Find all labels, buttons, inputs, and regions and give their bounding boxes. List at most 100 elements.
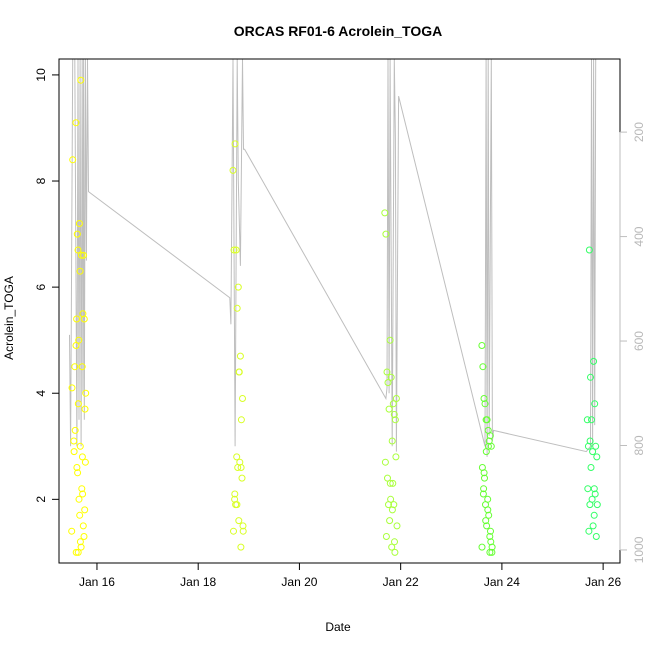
data-point <box>232 246 240 254</box>
data-point <box>229 166 237 174</box>
data-point <box>81 458 89 466</box>
data-point <box>386 479 394 487</box>
data-point <box>76 538 84 546</box>
data-point <box>389 400 397 408</box>
data-point <box>236 352 244 360</box>
data-point <box>487 442 495 450</box>
data-point <box>393 522 401 530</box>
data-point <box>81 506 89 514</box>
data-point <box>479 490 487 498</box>
data-point <box>592 442 600 450</box>
data-point <box>77 76 85 84</box>
data-point <box>72 548 80 556</box>
data-point <box>381 209 389 217</box>
data-point <box>239 527 247 535</box>
x-tick-label: Jan 26 <box>585 575 621 589</box>
data-point <box>233 304 241 312</box>
data-point <box>590 511 598 519</box>
data-point <box>587 373 594 381</box>
x-axis-title: Date <box>325 620 351 634</box>
x-tick-label: Jan 16 <box>79 575 115 589</box>
data-point <box>237 543 245 551</box>
data-point <box>586 437 594 445</box>
data-point <box>234 283 242 291</box>
data-point <box>480 469 488 477</box>
data-point <box>391 548 399 556</box>
data-point <box>589 522 597 530</box>
data-point <box>583 416 591 424</box>
data-point <box>75 495 83 503</box>
data-point <box>237 416 245 424</box>
chart-title: ORCAS RF01-6 Acrolein_TOGA <box>234 23 443 39</box>
data-point <box>237 464 245 471</box>
data-point <box>81 405 89 413</box>
data-point <box>592 533 600 540</box>
data-point <box>482 517 490 525</box>
data-point <box>591 400 599 408</box>
plot-frame <box>58 58 621 564</box>
y-axis: 2 4 6 8 10 <box>34 68 60 503</box>
data-point <box>239 522 247 530</box>
data-point <box>387 373 395 381</box>
y-tick-label: 4 <box>34 390 48 397</box>
data-point <box>484 495 492 503</box>
data-point <box>388 506 396 514</box>
data-point <box>381 458 389 466</box>
data-point <box>479 363 487 371</box>
data-point <box>386 517 394 525</box>
data-point <box>78 453 86 461</box>
data-point <box>69 156 77 164</box>
y-tick-label: 10 <box>34 68 48 82</box>
x-tick-label: Jan 18 <box>180 575 216 589</box>
data-point <box>480 485 488 493</box>
data-point <box>480 395 488 402</box>
x-tick-label: Jan 24 <box>484 575 520 589</box>
data-point <box>382 533 390 540</box>
data-point <box>585 246 593 254</box>
data-point <box>78 251 85 259</box>
y-tick-label: 8 <box>34 177 48 184</box>
data-point <box>587 464 595 471</box>
y-tick-label: 6 <box>34 283 48 290</box>
data-point <box>76 442 84 450</box>
data-point <box>384 379 392 387</box>
pressure-trace <box>69 58 597 457</box>
data-point <box>231 490 239 498</box>
data-point <box>488 548 496 556</box>
data-point <box>487 527 494 535</box>
data-point <box>389 479 397 487</box>
data-point <box>78 485 86 493</box>
data-point <box>70 448 78 456</box>
data-point <box>392 453 400 461</box>
data-point <box>478 342 486 349</box>
data-point <box>79 522 87 530</box>
data-point <box>80 315 88 323</box>
data-point <box>71 426 79 434</box>
trace-line <box>69 58 597 457</box>
data-point <box>590 485 598 493</box>
data-point <box>231 140 239 148</box>
data-point <box>589 448 597 456</box>
data-point <box>79 490 87 498</box>
y-tick-label: 2 <box>34 496 48 503</box>
x-tick-label: Jan 20 <box>281 575 317 589</box>
data-point <box>72 119 80 127</box>
data-point <box>233 453 241 461</box>
data-point <box>82 389 90 397</box>
data-point <box>71 363 79 371</box>
x-axis: Jan 16 Jan 18 Jan 20 Jan 22 Jan 24 Jan 26 <box>79 562 621 589</box>
data-point <box>481 474 488 482</box>
data-point <box>74 548 82 556</box>
data-point <box>483 522 491 530</box>
data-point <box>235 368 243 376</box>
data-point <box>388 543 396 551</box>
data-point <box>483 416 491 424</box>
data-point <box>588 495 596 503</box>
data-points <box>68 76 601 556</box>
data-point <box>588 416 595 424</box>
data-point <box>593 501 601 509</box>
data-point <box>390 411 398 418</box>
data-point <box>73 464 81 471</box>
data-point <box>78 363 86 371</box>
